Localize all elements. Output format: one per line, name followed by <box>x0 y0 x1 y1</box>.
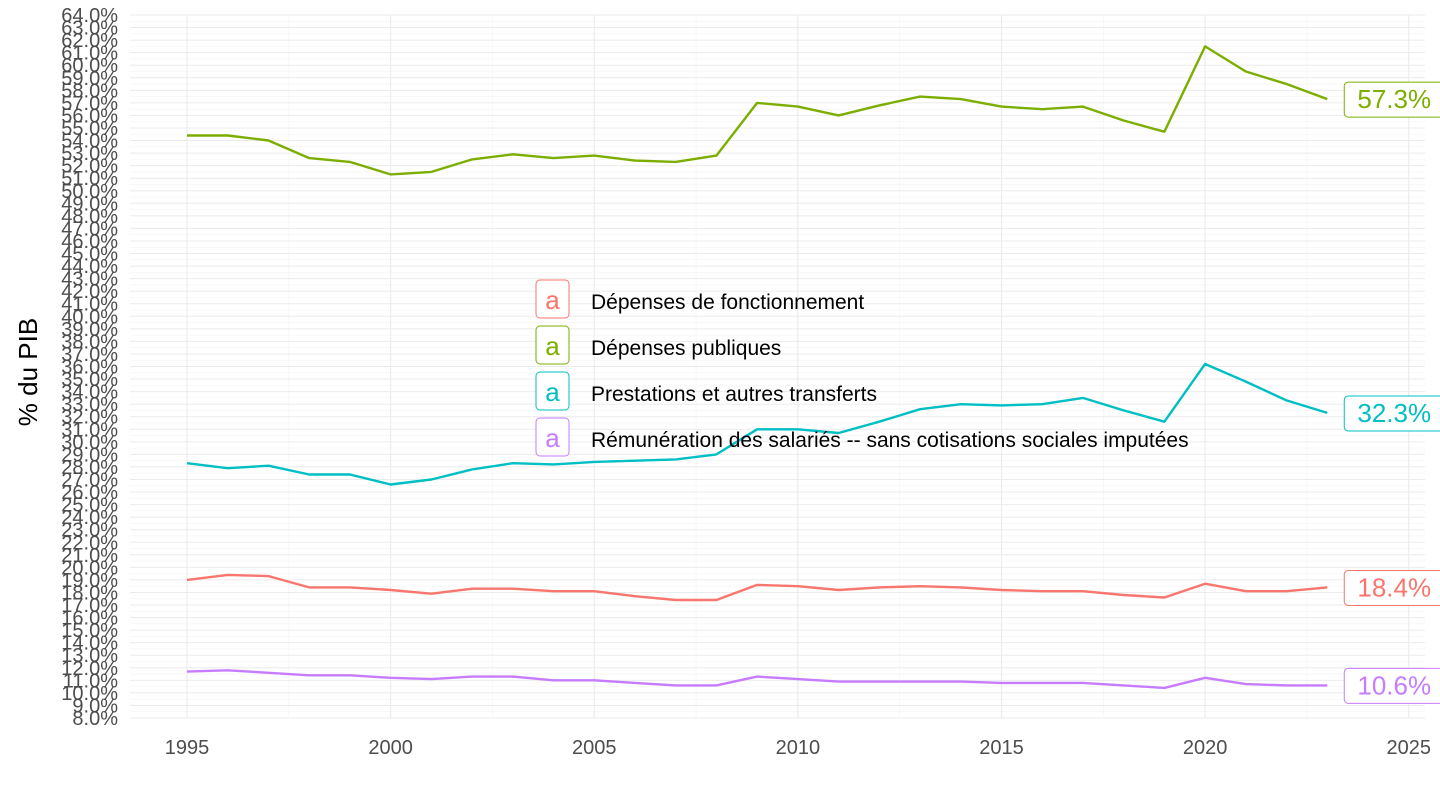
end-label-box <box>1343 395 1440 432</box>
y-tick-label: 36.0% <box>61 357 118 379</box>
y-tick-label: 32.0% <box>61 407 118 429</box>
end-label: 57.3% <box>1357 84 1431 114</box>
end-label: 18.4% <box>1357 572 1431 602</box>
legend-label: Dépenses de fonctionnement <box>591 291 864 314</box>
y-tick-label: 51.0% <box>61 168 118 190</box>
end-label-box <box>1343 569 1440 606</box>
y-tick-label: 30.0% <box>61 432 118 454</box>
y-tick-label: 20.0% <box>61 557 118 579</box>
y-tick-label: 14.0% <box>61 633 118 655</box>
legend-key <box>535 325 570 365</box>
end-label: 32.3% <box>1357 398 1431 428</box>
legend-key <box>535 417 570 457</box>
y-tick-label: 35.0% <box>61 369 118 391</box>
legend-key <box>535 279 570 319</box>
y-tick-label: 60.0% <box>61 55 118 77</box>
y-tick-label: 56.0% <box>61 105 118 127</box>
y-tick-label: 34.0% <box>61 382 118 404</box>
y-tick-label: 23.0% <box>61 520 118 542</box>
y-tick-label: 63.0% <box>61 18 118 40</box>
y-tick-label: 28.0% <box>61 457 118 479</box>
y-tick-label: 21.0% <box>61 545 118 567</box>
y-tick-label: 62.0% <box>61 30 118 52</box>
legend-key <box>535 371 570 411</box>
legend-label: Dépenses publiques <box>591 337 781 360</box>
y-tick-label: 18.0% <box>61 582 118 604</box>
y-tick-label: 47.0% <box>61 218 118 240</box>
y-tick-label: 45.0% <box>61 244 118 266</box>
y-tick-label: 59.0% <box>61 68 118 90</box>
y-tick-label: 49.0% <box>61 193 118 215</box>
y-tick-label: 39.0% <box>61 319 118 341</box>
end-value-labels: 18.4% 57.3% 32.3% 10.6% <box>1343 81 1440 704</box>
x-tick-label: 2015 <box>979 737 1024 759</box>
x-tick-label: 1995 <box>165 737 210 759</box>
y-tick-label: 26.0% <box>61 482 118 504</box>
legend-key-glyph: a <box>545 285 560 315</box>
y-tick-label: 58.0% <box>61 80 118 102</box>
series-line <box>186 362 1328 486</box>
y-tick-label: 44.0% <box>61 256 118 278</box>
y-tick-label: 25.0% <box>61 495 118 517</box>
end-label-box <box>1343 81 1440 118</box>
y-tick-label: 54.0% <box>61 131 118 153</box>
y-axis-label: % du PIB <box>13 318 43 426</box>
y-tick-label: 57.0% <box>61 93 118 115</box>
series-line <box>186 573 1328 602</box>
end-label: 10.6% <box>1357 670 1431 700</box>
y-tick-label: 31.0% <box>61 419 118 441</box>
y-tick-label: 46.0% <box>61 231 118 253</box>
y-tick-label: 55.0% <box>61 118 118 140</box>
y-tick-label: 12.0% <box>61 658 118 680</box>
series-line <box>187 45 1328 176</box>
series-line <box>186 669 1328 690</box>
y-tick-label: 11.0% <box>63 670 118 692</box>
legend: a Dépenses de fonctionnement a Dépenses pub… <box>535 279 1189 457</box>
y-tick-label: 22.0% <box>61 532 118 554</box>
y-tick-label: 13.0% <box>61 645 118 667</box>
y-tick-label: 41.0% <box>61 294 118 316</box>
y-tick-label: 40.0% <box>61 306 118 328</box>
major-gridlines <box>130 14 1425 719</box>
y-tick-label: 64.0% <box>61 5 118 27</box>
y-tick-label: 24.0% <box>61 507 118 529</box>
x-tick-label: 2025 <box>1386 737 1431 759</box>
y-tick-label: 19.0% <box>61 570 118 592</box>
y-tick-label: 50.0% <box>61 181 118 203</box>
x-tick-label: 2010 <box>776 737 821 759</box>
y-tick-label: 61.0% <box>61 43 118 65</box>
legend-key-glyph: a <box>545 377 560 407</box>
y-tick-label: 52.0% <box>61 156 118 178</box>
x-tick-label: 2000 <box>368 737 413 759</box>
y-tick-label: 33.0% <box>61 394 118 416</box>
x-tick-label: 2005 <box>572 737 617 759</box>
y-tick-label: 37.0% <box>61 344 118 366</box>
x-tick-label: 2020 <box>1183 737 1228 759</box>
y-tick-label: 8.0% <box>72 708 118 730</box>
y-tick-label: 53.0% <box>61 143 118 165</box>
y-tick-label: 27.0% <box>61 469 118 491</box>
y-tick-label: 43.0% <box>61 269 118 291</box>
y-tick-label: 48.0% <box>61 206 118 228</box>
legend-key-glyph: a <box>545 331 560 361</box>
y-axis-tick-labels: 8.0%9.0%10.0%11.0%12.0%13.0%14.0%15.0%16… <box>61 5 118 730</box>
y-tick-label: 10.0% <box>61 683 118 705</box>
y-tick-label: 9.0% <box>72 695 118 717</box>
y-tick-label: 42.0% <box>61 281 118 303</box>
y-tick-label: 17.0% <box>61 595 118 617</box>
legend-label: Rémunération des salariés -- sans cotisa… <box>591 429 1189 452</box>
legend-key-glyph: a <box>545 423 560 453</box>
end-label-box <box>1343 667 1440 704</box>
series-lines <box>186 45 1328 690</box>
y-tick-label: 15.0% <box>61 620 118 642</box>
y-tick-label: 38.0% <box>61 331 118 353</box>
x-axis-tick-labels: 1995 2000 2005 2010 2015 2020 2025 <box>165 737 1431 759</box>
minor-gridlines <box>130 15 1425 718</box>
y-tick-label: 29.0% <box>61 444 118 466</box>
y-tick-label: 16.0% <box>61 608 118 630</box>
legend-label: Prestations et autres transferts <box>591 383 877 406</box>
